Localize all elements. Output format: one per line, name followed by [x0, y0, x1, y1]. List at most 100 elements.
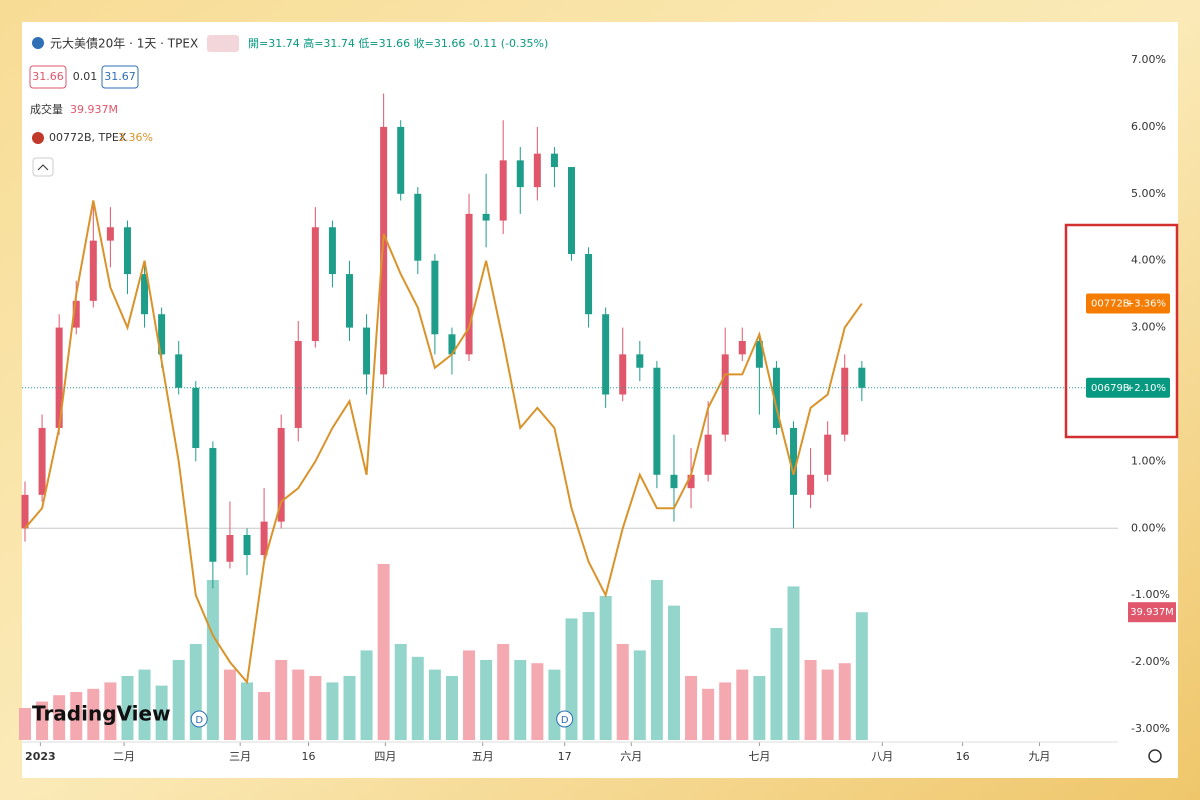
volume-bar [275, 660, 288, 740]
candle-body [841, 367, 849, 435]
dividend-text: D [561, 715, 569, 726]
x-tick-label: 七月 [748, 750, 770, 763]
y-tick-label: 7.00% [1131, 53, 1166, 66]
candle-body [89, 240, 97, 301]
volume-bar [770, 628, 783, 740]
candle-body [602, 314, 610, 395]
volume-bar [480, 660, 493, 740]
collapse-button[interactable] [32, 157, 54, 177]
compare-value: 3.36% [118, 131, 153, 144]
y-tick-label: -3.00% [1131, 722, 1170, 735]
volume-bar [411, 656, 424, 740]
dividend-text: D [195, 715, 203, 726]
volume-bar [719, 682, 732, 740]
volume-bar [616, 644, 629, 740]
volume-bar [633, 650, 646, 740]
candle-body [21, 494, 29, 529]
volume-bar [309, 676, 322, 740]
candle-body [72, 300, 80, 328]
volume-bar [87, 688, 100, 740]
candle-body [448, 334, 456, 355]
volume-bar [685, 676, 698, 740]
candle-body [55, 327, 63, 428]
volume-bar [599, 596, 612, 740]
volume-bar [360, 650, 373, 740]
bid: 31.66 [32, 70, 64, 83]
volume-bar [241, 682, 254, 740]
price-tag-value: +2.10% [1126, 383, 1166, 394]
dividend-badge [556, 710, 574, 728]
candle-body [123, 227, 131, 275]
x-tick-label: 二月 [113, 750, 135, 763]
volume-bar [548, 669, 561, 740]
y-tick-label: 4.00% [1131, 254, 1166, 267]
chart-title: 元大美債20年 · 1天 · TPEX [50, 36, 198, 51]
price-tag-value: +3.36% [1126, 299, 1166, 310]
status-badge [207, 35, 239, 52]
candle-body [772, 367, 780, 428]
volume-bar [172, 660, 185, 740]
candle-body [482, 213, 490, 221]
candle-body [670, 474, 678, 489]
y-tick-label: 5.00% [1131, 187, 1166, 200]
volume-bar [787, 586, 800, 740]
volume-bar [804, 660, 817, 740]
candle-body [704, 434, 712, 475]
volume-bar [445, 676, 458, 740]
settings-icon[interactable] [1148, 749, 1162, 763]
volume-tag-text: 39.937M [1130, 607, 1174, 618]
volume-bar [104, 682, 117, 740]
candle-body [414, 193, 422, 261]
bid-box[interactable] [29, 65, 67, 89]
y-tick-label: 6.00% [1131, 120, 1166, 133]
x-tick-label: 五月 [472, 750, 494, 763]
chevron [37, 164, 49, 171]
x-tick-label: 16 [956, 750, 970, 763]
candle-body [431, 260, 439, 335]
volume-bar [343, 676, 356, 740]
highlight-box [1064, 223, 1179, 439]
candle-body [192, 387, 200, 449]
candle-body [209, 448, 217, 562]
candle-body [243, 534, 251, 556]
ask: 31.67 [104, 70, 136, 83]
volume-bar [36, 701, 49, 740]
volume-bar [292, 669, 305, 740]
volume-bar [53, 695, 66, 740]
volume-bar [821, 669, 834, 740]
candle-body [260, 521, 268, 556]
compare-name: 00772B, TPEX [49, 131, 127, 144]
volume-bar [514, 660, 527, 740]
candle-body [363, 327, 371, 375]
candle-body [38, 427, 46, 495]
y-tick-label: -1.00% [1131, 588, 1170, 601]
volume-bar [428, 669, 441, 740]
volume-bar [582, 612, 595, 740]
candle-body [619, 354, 627, 395]
candle-body [653, 367, 661, 475]
candle-body [226, 534, 234, 562]
volume-bar [855, 612, 868, 740]
candle-body [755, 340, 763, 368]
price-tag-name: 00679B [1091, 383, 1130, 394]
x-tick-label: 2023 [25, 750, 56, 763]
plot: 7.00%6.00%5.00%4.00%3.00%2.00%1.00%0.00%… [19, 53, 1170, 763]
volume-bar [258, 692, 271, 740]
y-tick-label: -2.00% [1131, 655, 1170, 668]
volume-bar [753, 676, 766, 740]
volume-tag [1128, 602, 1176, 623]
ask-box[interactable] [101, 65, 139, 89]
y-tick-label: 1.00% [1131, 454, 1166, 467]
candle-body [499, 160, 507, 221]
candle-body [721, 354, 729, 435]
candle-body [807, 474, 815, 495]
candle-body [345, 274, 353, 328]
volume-bar [736, 669, 749, 740]
volume-bar [326, 682, 339, 740]
logo: TradingView [32, 702, 171, 726]
candle-body [106, 227, 114, 241]
x-tick-label: 17 [558, 750, 572, 763]
symbol-icon [32, 37, 44, 49]
y-tick-label: 3.00% [1131, 321, 1166, 334]
